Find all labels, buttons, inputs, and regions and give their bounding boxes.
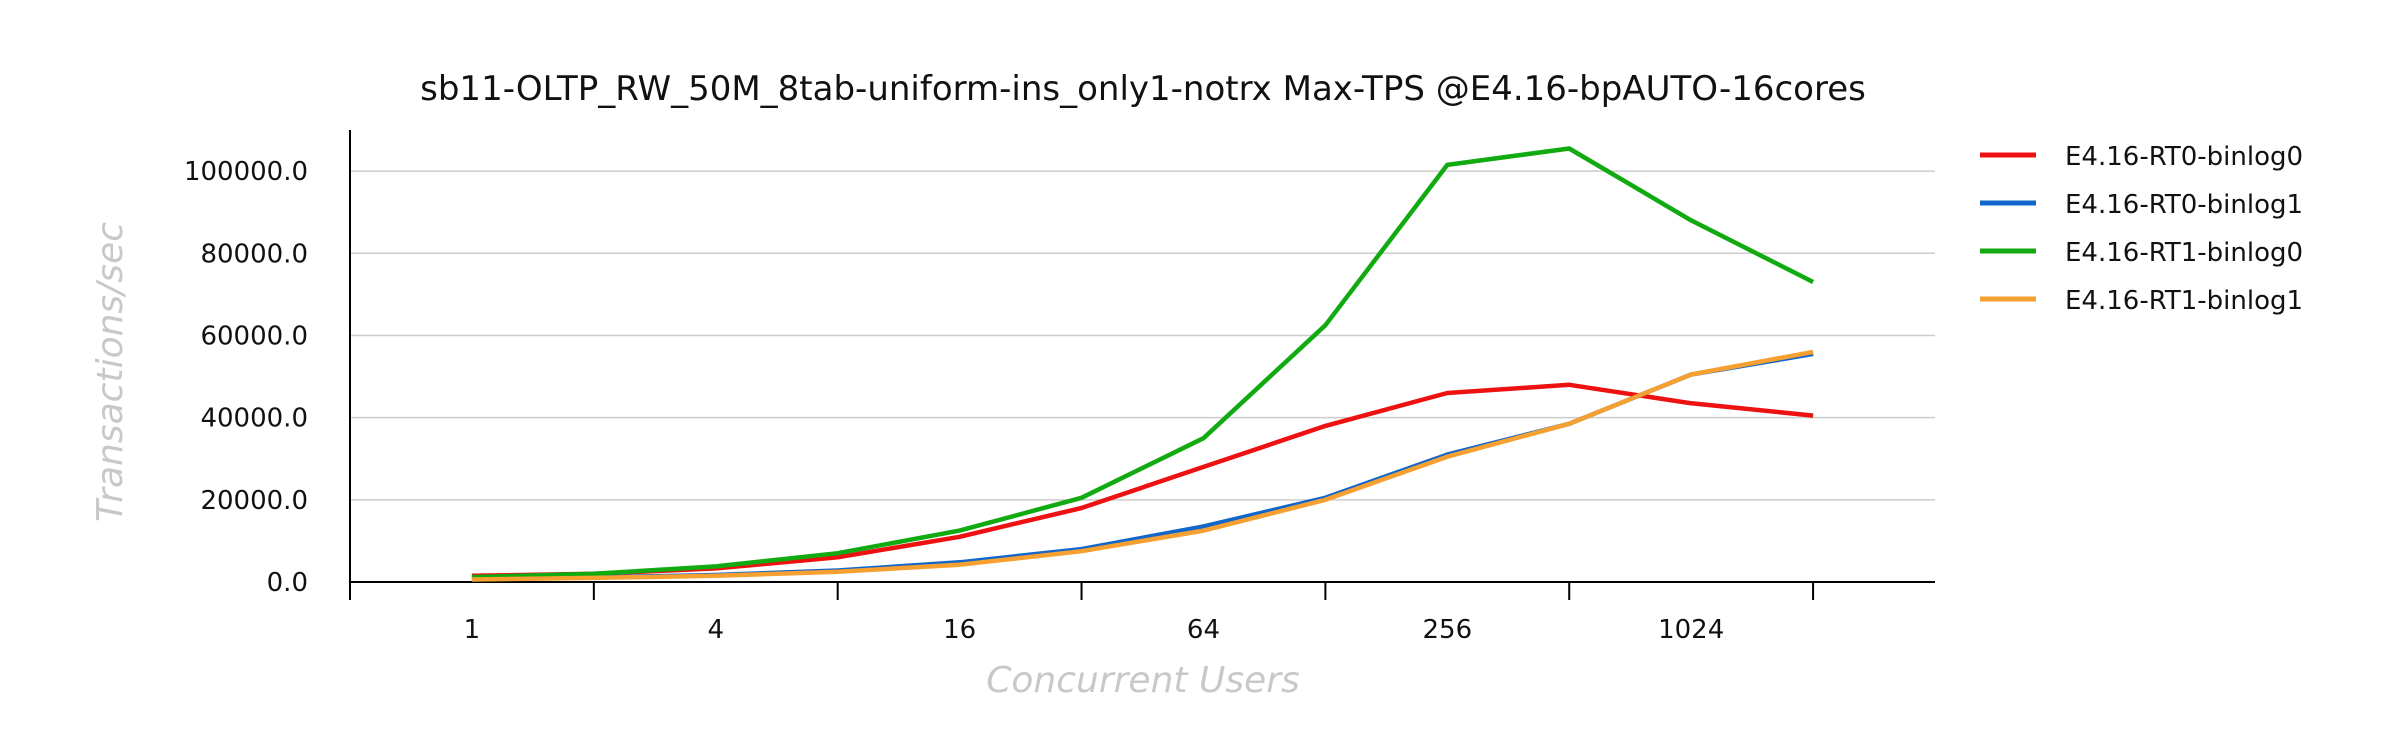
legend-label: E4.16-RT0-binlog1 [2065,190,2303,220]
legend: E4.16-RT0-binlog0 E4.16-RT0-binlog1 E4.16-… [1980,142,2303,316]
y-axis-title: Transactions/sec [90,222,131,522]
grid-lines [350,170,1935,501]
y-tick-label: 20000.0 [200,486,308,516]
x-tick-label: 1 [464,615,481,645]
x-axis-title: Concurrent Users [986,660,1300,701]
series-line-E4.16-RT1-binlog0 [471,146,1815,580]
series-line-E4.16-RT1-binlog1 [471,349,1814,582]
y-tick-label: 80000.0 [200,239,308,269]
series-lines [471,146,1815,582]
x-tick-label: 1024 [1658,615,1724,645]
legend-label: E4.16-RT1-binlog1 [2065,286,2303,316]
series-line-E4.16-RT0-binlog0 [471,382,1814,579]
x-tick-label: 4 [707,615,724,645]
legend-label: E4.16-RT0-binlog0 [2065,142,2303,172]
legend-label: E4.16-RT1-binlog0 [2065,238,2303,268]
x-tick-label: 16 [943,615,976,645]
y-tick-label: 60000.0 [200,321,308,351]
axes: 0.0 20000.0 40000.0 60000.0 80000.0 100000.0 1… [184,130,1935,645]
x-tick-label: 64 [1187,615,1220,645]
y-tick-label: 0.0 [267,568,308,598]
x-tick-label: 256 [1422,615,1472,645]
chart-title: sb11-OLTP_RW_50M_8tab-uniform-ins_only1-… [420,69,1866,109]
y-tick-label: 100000.0 [184,157,308,187]
y-tick-label: 40000.0 [200,404,308,434]
